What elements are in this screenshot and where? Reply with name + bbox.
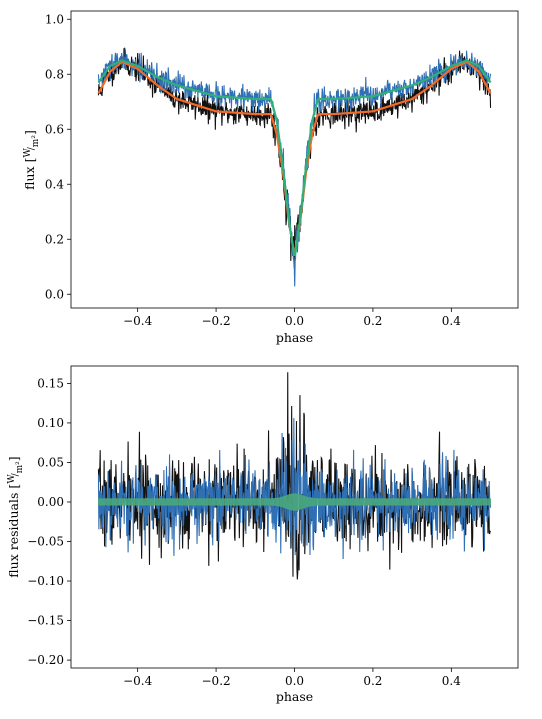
residuals-plot-x-ticks: −0.4 −0.2 0.0 0.2 0.4 bbox=[123, 668, 461, 688]
residuals-plot-xtick-label: 0.2 bbox=[363, 674, 382, 688]
flux-plot-y-ticks: 0.0 0.2 0.4 0.6 0.8 1.0 bbox=[45, 12, 71, 301]
flux-plot-x-ticks: −0.4 −0.2 0.0 0.2 0.4 bbox=[123, 308, 461, 328]
residuals-plot-ylabel-unit-num: W bbox=[7, 474, 17, 484]
flux-plot-ylabel-unit-den: m² bbox=[31, 135, 41, 148]
residuals-plot-ytick-label: −0.10 bbox=[27, 574, 64, 588]
residuals-plot-xlabel: phase bbox=[276, 689, 313, 704]
residuals-plot-xtick-label: 0.0 bbox=[285, 674, 304, 688]
flux-plot: −0.4 −0.2 0.0 0.2 0.4 0.0 0.2 0.4 0.6 0.8 1.0 pha… bbox=[22, 10, 519, 345]
flux-model-orange bbox=[97, 60, 492, 254]
residuals-plot-xtick-label: 0.4 bbox=[442, 674, 461, 688]
residuals-plot-ytick-label: 0.00 bbox=[37, 495, 64, 509]
flux-plot-ytick-label: 0.8 bbox=[45, 67, 64, 81]
flux-plot-xtick-label: −0.4 bbox=[123, 314, 153, 328]
flux-plot-ylabel-main: flux bbox=[22, 166, 37, 189]
residuals-plot-xtick-label: −0.4 bbox=[123, 674, 153, 688]
flux-plot-ytick-label: 0.2 bbox=[45, 232, 64, 246]
flux-plot-xlabel: phase bbox=[276, 330, 313, 345]
residuals-plot-ytick-label: 0.05 bbox=[37, 455, 64, 469]
residuals-plot-xtick-label: −0.2 bbox=[202, 674, 231, 688]
flux-plot-ytick-label: 0.0 bbox=[45, 287, 64, 301]
residuals-plot-ytick-label: −0.15 bbox=[27, 614, 64, 628]
residuals-plot-ytick-label: −0.05 bbox=[27, 535, 64, 549]
residuals-plot-y-ticks: −0.20 −0.15 −0.10 −0.05 0.00 0.05 0.10 0.15 bbox=[27, 376, 71, 667]
flux-plot-ytick-label: 1.0 bbox=[45, 12, 64, 26]
flux-plot-xtick-label: 0.4 bbox=[442, 314, 461, 328]
flux-plot-xtick-label: −0.2 bbox=[202, 314, 231, 328]
flux-plot-ytick-label: 0.4 bbox=[45, 177, 64, 191]
residuals-plot-ytick-label: 0.15 bbox=[37, 376, 64, 390]
residuals-plot-ytick-label: 0.10 bbox=[37, 416, 64, 430]
flux-plot-ylabel-unit-num: W bbox=[23, 148, 33, 158]
residuals-plot-ylabel-unit-den: m² bbox=[15, 461, 25, 474]
residuals-plot: −0.4 −0.2 0.0 0.2 0.4 −0.20 −0.15 −0.10 −0.05 0.… bbox=[6, 365, 519, 704]
svg-text:flux[W/m²]: flux[W/m²] bbox=[22, 130, 41, 190]
flux-plot-xtick-label: 0.0 bbox=[285, 314, 304, 328]
residuals-plot-ytick-label: −0.20 bbox=[27, 653, 64, 667]
residuals-plot-data bbox=[97, 372, 492, 580]
flux-plot-ytick-label: 0.6 bbox=[45, 122, 64, 136]
flux-model-green bbox=[97, 59, 492, 257]
flux-plot-ylabel: flux[W/m²] bbox=[22, 130, 41, 190]
flux-plot-data bbox=[97, 47, 492, 287]
flux-plot-xtick-label: 0.2 bbox=[363, 314, 382, 328]
residuals-plot-ylabel: flux residuals[W/m²] bbox=[6, 456, 25, 577]
residuals-band-green bbox=[98, 493, 491, 511]
residuals-plot-ylabel-main: flux residuals bbox=[6, 493, 21, 578]
svg-text:flux residuals[W/m²]: flux residuals[W/m²] bbox=[6, 456, 25, 577]
